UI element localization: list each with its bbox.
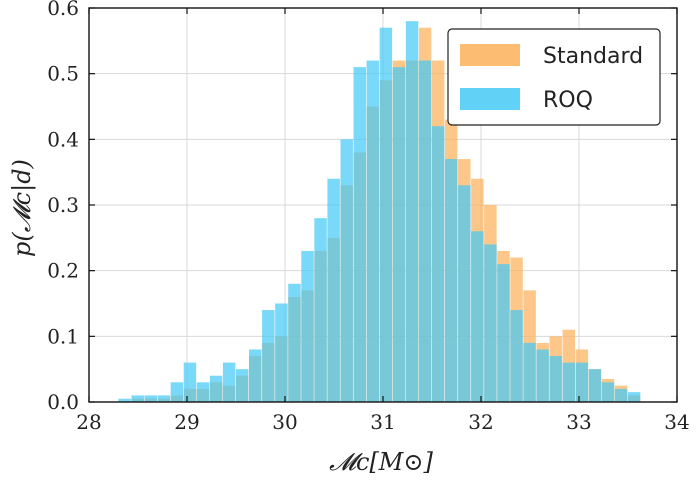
roq-bar: [222, 362, 236, 402]
roq-bar: [353, 67, 367, 402]
x-tick-label: 30: [272, 410, 297, 434]
roq-bar: [209, 375, 223, 402]
y-tick-label: 0.3: [47, 193, 79, 217]
roq-bar: [614, 388, 628, 402]
roq-bar: [510, 310, 523, 402]
roq-bar: [366, 60, 380, 403]
roq-bar: [183, 362, 197, 402]
legend-label-standard: Standard: [543, 44, 643, 69]
roq-bar: [575, 362, 589, 402]
legend-swatch-standard: [460, 44, 520, 66]
roq-bar: [562, 362, 576, 402]
roq-bar: [458, 185, 471, 402]
roq-bar: [131, 395, 144, 402]
roq-bar: [288, 283, 301, 402]
x-tick-label: 34: [664, 410, 689, 434]
roq-bar: [327, 178, 340, 402]
legend: Standard ROQ: [447, 28, 661, 126]
roq-bar: [549, 356, 562, 402]
roq-bar: [601, 382, 615, 402]
roq-bar: [392, 67, 406, 402]
roq-bars: [118, 21, 641, 403]
roq-bar: [301, 250, 314, 402]
roq-bar: [118, 398, 131, 402]
roq-bar: [249, 349, 262, 402]
x-tick-label: 31: [370, 410, 395, 434]
x-tick-label: 33: [566, 410, 591, 434]
legend-swatch-roq: [460, 88, 520, 110]
roq-bar: [340, 139, 353, 403]
roq-bar: [262, 310, 275, 402]
x-tick-label: 32: [468, 410, 493, 434]
roq-bar: [497, 264, 510, 402]
roq-bar: [471, 231, 484, 402]
roq-bar: [588, 369, 602, 402]
roq-bar: [484, 244, 497, 402]
roq-bar: [275, 303, 288, 402]
roq-bar: [523, 342, 536, 402]
y-tick-label: 0.4: [47, 127, 79, 151]
roq-bar: [235, 369, 249, 402]
roq-bar: [418, 60, 432, 403]
roq-bar: [627, 392, 641, 402]
y-axis-label: p(𝓜c|d): [8, 159, 37, 257]
x-tick-label: 28: [76, 410, 101, 434]
roq-bar: [444, 159, 458, 402]
roq-bar: [314, 218, 327, 402]
y-tick-label: 0.5: [47, 62, 79, 86]
x-tick-label: 29: [174, 410, 199, 434]
y-tick-label: 0.0: [47, 390, 79, 414]
axis-ticks: 28 29 30 31 32 33 34 0.0 0.1 0.2 0.3 0.4 0.5 0.6: [47, 0, 690, 434]
roq-bar: [431, 126, 445, 402]
legend-label-roq: ROQ: [543, 88, 593, 113]
roq-bar: [379, 27, 393, 402]
roq-bar: [157, 395, 171, 402]
roq-bar: [144, 395, 157, 402]
roq-bar: [196, 382, 210, 402]
y-tick-label: 0.6: [47, 0, 79, 20]
roq-bar: [170, 382, 184, 402]
roq-bar: [536, 349, 549, 402]
y-tick-label: 0.1: [47, 324, 79, 348]
x-axis-label: 𝓜c[M⊙]: [329, 448, 433, 476]
roq-bar: [405, 21, 419, 403]
y-tick-label: 0.2: [47, 259, 79, 283]
